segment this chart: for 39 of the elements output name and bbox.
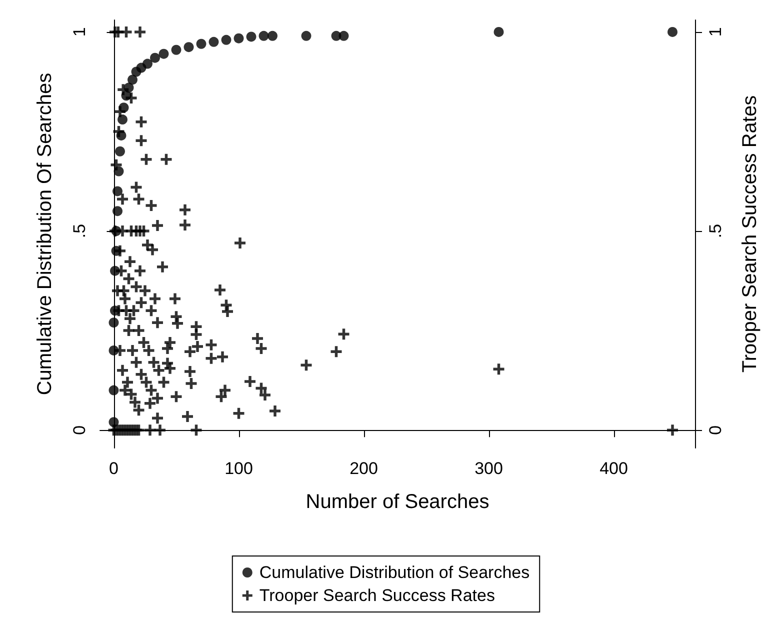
point	[494, 26, 504, 37]
x-tick-label: 100	[224, 459, 253, 478]
y2-tick-label: 1	[706, 27, 725, 37]
y2-tick-label: .5	[706, 224, 725, 238]
y-tick-label: .5	[70, 224, 89, 238]
x-tick-label: 200	[350, 459, 378, 478]
point	[268, 30, 278, 41]
point	[142, 58, 152, 69]
point	[112, 206, 122, 216]
x-tick-label: 0	[109, 459, 118, 478]
point	[108, 385, 119, 396]
point	[150, 52, 160, 63]
y-tick-label: 1	[70, 27, 89, 37]
point	[338, 30, 349, 41]
y2-tick-label: 0	[706, 425, 725, 435]
legend-label: Trooper Search Success Rates	[259, 586, 495, 605]
point	[668, 26, 678, 37]
point	[158, 48, 169, 59]
point	[246, 32, 256, 42]
y2-axis-title: Trooper Search Success Rates	[739, 95, 761, 373]
y-tick-label: 0	[70, 425, 89, 435]
x-tick-label: 400	[600, 459, 628, 478]
point	[196, 38, 206, 49]
point	[115, 146, 125, 156]
point	[258, 30, 269, 41]
y-axis-title: Cumulative Distribution Of Searches	[34, 72, 56, 396]
point	[118, 114, 128, 125]
point	[108, 318, 119, 328]
legend-label: Cumulative Distribution of Searches	[259, 563, 530, 582]
point	[221, 34, 232, 45]
point	[208, 36, 219, 47]
x-axis-title: Number of Searches	[306, 491, 490, 513]
x-tick-label: 300	[474, 459, 503, 478]
point	[171, 44, 182, 55]
point	[184, 42, 194, 52]
point	[128, 74, 138, 85]
point	[234, 33, 244, 44]
point	[112, 186, 122, 196]
point	[301, 30, 312, 41]
